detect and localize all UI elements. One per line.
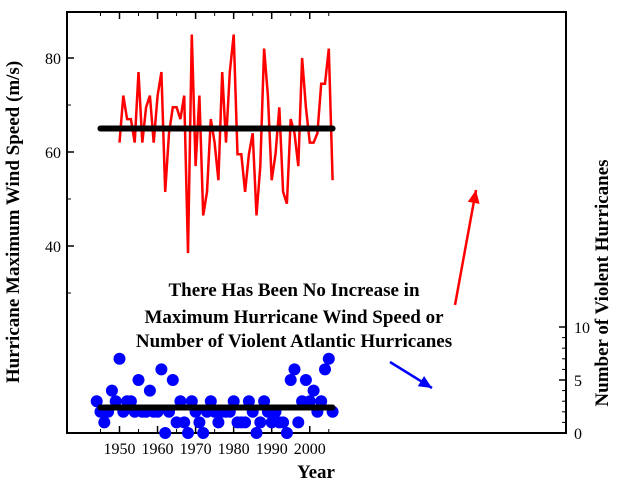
x-tick-label: 1990	[256, 441, 288, 458]
annotation-line-2: Maximum Hurricane Wind Speed or	[144, 307, 444, 328]
violent-hurricane-point	[250, 427, 263, 439]
violent-hurricane-point	[155, 363, 168, 376]
y-axis-right-title: Number of Violent Hurricanes	[592, 159, 613, 406]
y-left-tick-label: 60	[45, 145, 61, 162]
violent-hurricane-point	[204, 395, 217, 408]
violent-hurricane-point	[319, 363, 331, 376]
arrow-to-wind-head	[467, 190, 480, 204]
axis-ticks: 1950 1960 1970 1980 1990 2000 40 60 80 0 5 10	[45, 12, 590, 458]
violent-hurricane-point	[258, 395, 271, 408]
violent-hurricane-point	[242, 395, 255, 408]
violent-hurricane-point	[239, 416, 252, 429]
violent-hurricane-point	[159, 427, 172, 439]
y-left-tick-label: 40	[45, 239, 61, 256]
annotation-line-1: There Has Been No Increase in	[168, 280, 419, 301]
violent-hurricane-point	[166, 374, 179, 386]
annotation-layer: There Has Been No Increase in Maximum Hur…	[136, 189, 480, 390]
violent-hurricane-point	[292, 416, 305, 429]
x-tick-label: 1960	[142, 441, 174, 458]
violent-hurricane-point	[227, 395, 240, 408]
arrow-to-wind-shaft	[453, 189, 478, 306]
x-tick-label: 1970	[180, 441, 212, 458]
wind-speed-line	[118, 34, 334, 254]
y-left-tick-label: 80	[45, 51, 61, 68]
violent-hurricane-point	[185, 395, 198, 408]
violent-hurricane-point	[182, 427, 194, 439]
violent-hurricane-point	[113, 352, 126, 365]
x-tick-label: 2000	[294, 441, 326, 458]
violent-hurricane-point	[280, 427, 293, 439]
annotation-line-3: Number of Violent Atlantic Hurricanes	[136, 331, 452, 352]
violent-hurricane-point	[299, 374, 312, 386]
y-right-tick-label: 0	[574, 426, 582, 443]
violent-hurricane-point	[90, 395, 103, 408]
violent-hurricane-point	[197, 427, 210, 439]
plot-frame	[66, 11, 567, 434]
violent-hurricane-point	[307, 384, 320, 397]
violent-hurricane-point	[132, 374, 145, 386]
series-layer	[90, 34, 339, 439]
violent-hurricane-point	[303, 395, 316, 408]
violent-hurricane-point	[174, 395, 187, 408]
violent-hurricane-point	[284, 374, 297, 386]
violent-hurricane-point	[277, 416, 290, 429]
violent-hurricane-point	[254, 416, 267, 429]
arrow-to-count-head	[417, 376, 432, 388]
violent-hurricane-point	[178, 416, 191, 429]
violent-hurricane-point	[143, 384, 156, 397]
violent-hurricane-point	[105, 384, 118, 397]
violent-hurricane-point	[98, 416, 111, 429]
violent-hurricane-point	[322, 352, 335, 365]
x-tick-label: 1980	[218, 441, 250, 458]
violent-hurricane-point	[109, 395, 122, 408]
violent-hurricane-point	[124, 395, 137, 408]
y-right-tick-label: 10	[574, 320, 590, 337]
y-right-tick-label: 5	[574, 373, 582, 390]
violent-hurricane-point	[212, 416, 225, 429]
x-tick-label: 1950	[104, 441, 136, 458]
violent-hurricane-point	[315, 395, 328, 408]
y-axis-left-title: Hurricane Maximum Wind Speed (m/s)	[3, 61, 24, 383]
x-axis-title: Year	[297, 462, 336, 483]
violent-hurricane-point	[193, 416, 206, 429]
violent-hurricane-point	[288, 363, 301, 376]
